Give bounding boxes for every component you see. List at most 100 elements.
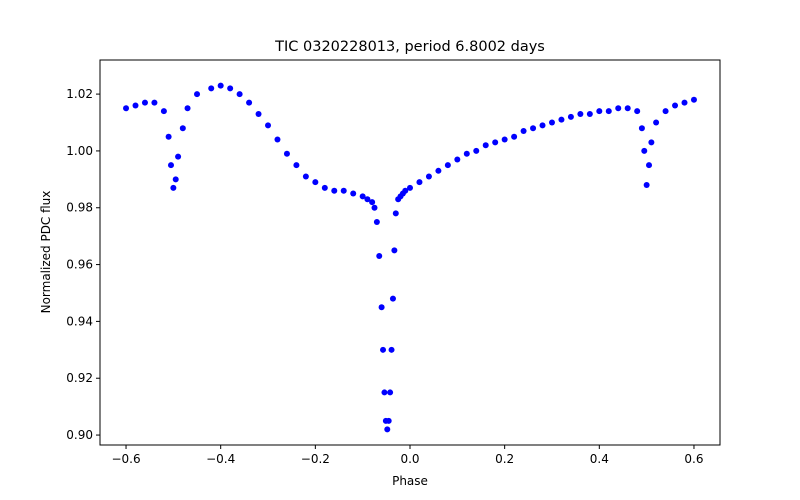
data-point <box>577 110 584 117</box>
data-point <box>646 162 653 169</box>
data-point <box>246 99 253 106</box>
y-tick-label: 0.94 <box>66 314 93 328</box>
data-point <box>425 173 432 180</box>
x-tick-label: −0.6 <box>111 452 140 466</box>
data-point <box>175 153 182 160</box>
data-point <box>444 162 451 169</box>
data-point <box>473 147 480 154</box>
data-point <box>170 184 177 191</box>
data-point <box>184 105 191 112</box>
data-point <box>567 113 574 120</box>
data-point <box>662 108 669 115</box>
x-tick-label: −0.4 <box>206 452 235 466</box>
chart-title: TIC 0320228013, period 6.8002 days <box>274 39 545 55</box>
data-point <box>265 122 272 129</box>
data-point <box>548 119 555 126</box>
data-point <box>416 179 423 186</box>
data-point <box>530 125 537 132</box>
data-point <box>208 85 215 92</box>
data-point <box>501 136 508 143</box>
x-axis-label: Phase <box>392 474 428 488</box>
data-point <box>167 162 174 169</box>
data-points <box>123 82 697 433</box>
data-point <box>520 128 527 135</box>
data-point <box>638 125 645 132</box>
data-point <box>340 187 347 194</box>
data-point <box>435 167 442 174</box>
data-point <box>227 85 234 92</box>
y-tick-label: 1.02 <box>66 87 93 101</box>
data-point <box>615 105 622 112</box>
data-point <box>391 247 398 254</box>
x-tick-label: 0.4 <box>590 452 609 466</box>
data-point <box>388 346 395 353</box>
y-axis-label: Normalized PDC flux <box>39 191 53 314</box>
data-point <box>605 108 612 115</box>
y-tick-label: 0.96 <box>66 258 93 272</box>
data-point <box>641 147 648 154</box>
data-point <box>255 110 262 117</box>
data-point <box>381 389 388 396</box>
data-point <box>376 253 383 260</box>
data-point <box>389 295 396 302</box>
data-point <box>482 142 489 149</box>
x-tick-label: 0.2 <box>495 452 514 466</box>
data-point <box>653 119 660 126</box>
y-tick-label: 0.98 <box>66 201 93 215</box>
x-tick-label: 0.6 <box>684 452 703 466</box>
data-point <box>364 196 371 203</box>
data-point <box>179 125 186 132</box>
data-point <box>165 133 172 140</box>
y-tick-label: 0.90 <box>66 428 93 442</box>
data-point <box>217 82 224 89</box>
data-point <box>359 193 366 200</box>
data-point <box>312 179 319 186</box>
y-axis: 0.90 0.92 0.94 0.96 0.98 1.00 1.02 <box>66 87 100 442</box>
data-point <box>385 417 392 424</box>
data-point <box>463 150 470 157</box>
data-point <box>236 91 243 98</box>
data-point <box>132 102 139 109</box>
data-point <box>586 110 593 117</box>
data-point <box>123 105 130 112</box>
x-tick-label: −0.2 <box>301 452 330 466</box>
data-point <box>596 108 603 115</box>
data-point <box>369 199 376 206</box>
data-point <box>283 150 290 157</box>
y-tick-label: 1.00 <box>66 144 93 158</box>
data-point <box>293 162 300 169</box>
data-point <box>371 204 378 211</box>
data-point <box>378 304 385 311</box>
data-point <box>387 389 394 396</box>
data-point <box>558 116 565 123</box>
data-point <box>672 102 679 109</box>
y-tick-label: 0.92 <box>66 371 93 385</box>
data-point <box>402 187 409 194</box>
data-point <box>151 99 158 106</box>
data-point <box>539 122 546 129</box>
data-point <box>274 136 281 143</box>
data-point <box>454 156 461 163</box>
data-point <box>384 426 391 433</box>
data-point <box>380 346 387 353</box>
data-point <box>511 133 518 140</box>
data-point <box>321 184 328 191</box>
data-point <box>160 108 167 115</box>
data-point <box>331 187 338 194</box>
data-point <box>373 218 380 225</box>
data-point <box>624 105 631 112</box>
data-point <box>690 96 697 103</box>
data-point <box>492 139 499 146</box>
data-point <box>681 99 688 106</box>
data-point <box>392 210 399 217</box>
data-point <box>643 182 650 189</box>
data-point <box>302 173 309 180</box>
data-point <box>172 176 179 183</box>
data-point <box>141 99 148 106</box>
data-point <box>648 139 655 146</box>
x-axis: −0.6 −0.4 −0.2 0.0 0.2 0.4 0.6 <box>111 445 704 466</box>
data-point <box>194 91 201 98</box>
x-tick-label: 0.0 <box>400 452 419 466</box>
